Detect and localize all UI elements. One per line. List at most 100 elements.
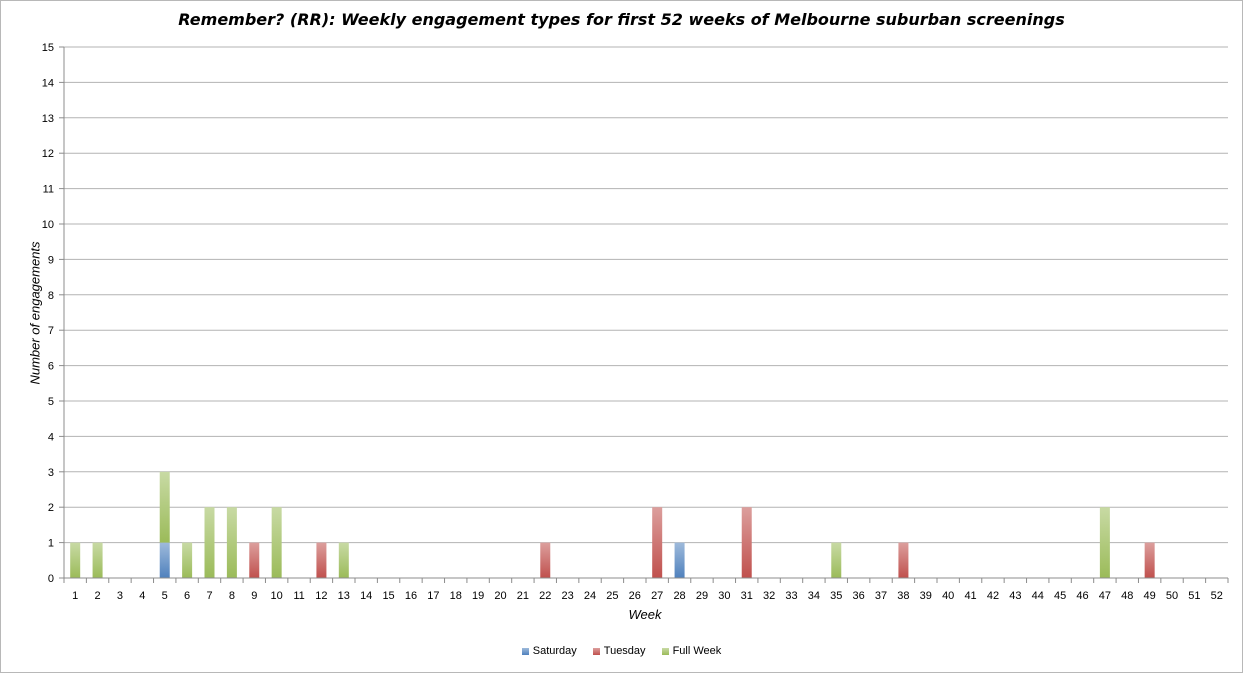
x-tick-label: 41 <box>964 590 976 602</box>
legend-item-full-week: Full Week <box>661 645 722 657</box>
bar-tuesday-week-22 <box>540 542 551 578</box>
x-tick-label: 38 <box>897 590 909 602</box>
x-tick-label: 12 <box>315 590 327 602</box>
x-tick-label: 14 <box>360 590 372 602</box>
bar-full-week-week-7 <box>204 507 215 578</box>
x-tick-label: 35 <box>830 590 842 602</box>
x-tick-label: 30 <box>718 590 730 602</box>
gridlines <box>59 46 1229 583</box>
x-tick-label: 25 <box>606 590 618 602</box>
x-tick-label: 9 <box>251 590 257 602</box>
x-tick-label: 21 <box>517 590 529 602</box>
bar-saturday-week-5 <box>159 542 170 578</box>
y-tick-label: 7 <box>48 325 54 337</box>
legend-item-tuesday: Tuesday <box>592 645 646 657</box>
y-tick-label: 5 <box>48 396 54 408</box>
y-tick-label: 3 <box>48 467 54 479</box>
x-tick-label: 18 <box>450 590 462 602</box>
y-tick-label: 11 <box>43 184 54 196</box>
x-tick-label: 17 <box>427 590 439 602</box>
x-tick-label: 32 <box>763 590 775 602</box>
x-tick-label: 27 <box>651 590 663 602</box>
x-tick-label: 34 <box>808 590 820 602</box>
y-tick-label: 15 <box>42 42 54 54</box>
x-tick-label: 24 <box>584 590 596 602</box>
bar-full-week-week-8 <box>226 507 237 578</box>
x-tick-label: 6 <box>184 590 190 602</box>
bar-tuesday-week-9 <box>249 542 260 578</box>
x-tick-label: 16 <box>405 590 417 602</box>
x-axis-label: Week <box>628 607 662 622</box>
x-tick-label: 29 <box>696 590 708 602</box>
x-tick-label: 52 <box>1211 590 1223 602</box>
bar-full-week-week-5 <box>159 471 170 543</box>
y-tick-label: 1 <box>48 538 54 550</box>
x-tick-label: 8 <box>229 590 235 602</box>
bar-tuesday-week-38 <box>898 542 909 578</box>
bar-full-week-week-1 <box>70 542 81 578</box>
legend-swatch <box>661 647 669 655</box>
x-tick-labels: 1 2 3 4 5 6 7 8 9 10 11 12 13 14 15 16 17 18 19 20 21 22 23 24 2… <box>72 590 1223 602</box>
legend: Saturday Tuesday Full Week <box>0 645 1243 657</box>
bar-tuesday-week-49 <box>1144 542 1155 578</box>
legend-label: Tuesday <box>603 645 646 657</box>
chart-title: Remember? (RR): Weekly engagement types … <box>178 10 1065 29</box>
x-tick-label: 51 <box>1188 590 1200 602</box>
legend-item-saturday: Saturday <box>521 645 577 657</box>
x-tick-label: 20 <box>494 590 506 602</box>
x-tick-label: 4 <box>139 590 145 602</box>
bar-full-week-week-35 <box>831 542 842 578</box>
x-tick-label: 31 <box>741 590 753 602</box>
bar-tuesday-week-27 <box>652 507 663 578</box>
x-tick-label: 5 <box>162 590 168 602</box>
x-tick-label: 46 <box>1076 590 1088 602</box>
bar-full-week-week-13 <box>338 542 349 578</box>
y-tick-label: 8 <box>48 290 54 302</box>
x-tick-label: 13 <box>338 590 350 602</box>
x-tick-label: 11 <box>293 590 304 602</box>
y-tick-label: 0 <box>48 573 54 585</box>
x-tick-label: 36 <box>853 590 865 602</box>
axes <box>63 47 1228 579</box>
legend-label: Saturday <box>532 645 577 657</box>
x-tick-label: 22 <box>539 590 551 602</box>
x-tick-label: 3 <box>117 590 123 602</box>
bar-full-week-week-2 <box>92 542 103 578</box>
x-tick-label: 49 <box>1144 590 1156 602</box>
x-tick-label: 28 <box>673 590 685 602</box>
x-tick-label: 47 <box>1099 590 1111 602</box>
x-tick-label: 15 <box>382 590 394 602</box>
x-tick-label: 45 <box>1054 590 1066 602</box>
bar-full-week-week-10 <box>271 507 282 578</box>
x-tick-label: 40 <box>942 590 954 602</box>
y-tick-label: 6 <box>48 361 54 373</box>
bar-full-week-week-47 <box>1099 507 1110 578</box>
y-tick-label: 12 <box>42 148 54 160</box>
y-tick-label: 4 <box>48 431 54 443</box>
bar-full-week-week-6 <box>182 542 193 578</box>
x-tick-label: 7 <box>206 590 212 602</box>
y-tick-label: 10 <box>42 219 54 231</box>
x-tick-label: 10 <box>271 590 283 602</box>
x-tick-label: 43 <box>1009 590 1021 602</box>
y-tick-label: 9 <box>48 254 54 266</box>
x-tick-label: 2 <box>95 590 101 602</box>
x-tick-label: 23 <box>562 590 574 602</box>
y-tick-label: 2 <box>48 502 54 514</box>
y-tick-label: 14 <box>42 77 54 89</box>
x-tick-label: 19 <box>472 590 484 602</box>
bar-tuesday-week-12 <box>316 542 327 578</box>
x-tick-label: 42 <box>987 590 999 602</box>
x-tick-label: 26 <box>629 590 641 602</box>
bar-saturday-week-28 <box>674 542 685 578</box>
bars <box>70 471 1155 578</box>
y-tick-label: 13 <box>42 113 54 125</box>
legend-swatch <box>592 647 600 655</box>
legend-label: Full Week <box>672 645 722 657</box>
x-tick-label: 48 <box>1121 590 1133 602</box>
x-tick-label: 33 <box>785 590 797 602</box>
bar-tuesday-week-31 <box>741 507 752 578</box>
x-tick-label: 39 <box>920 590 932 602</box>
